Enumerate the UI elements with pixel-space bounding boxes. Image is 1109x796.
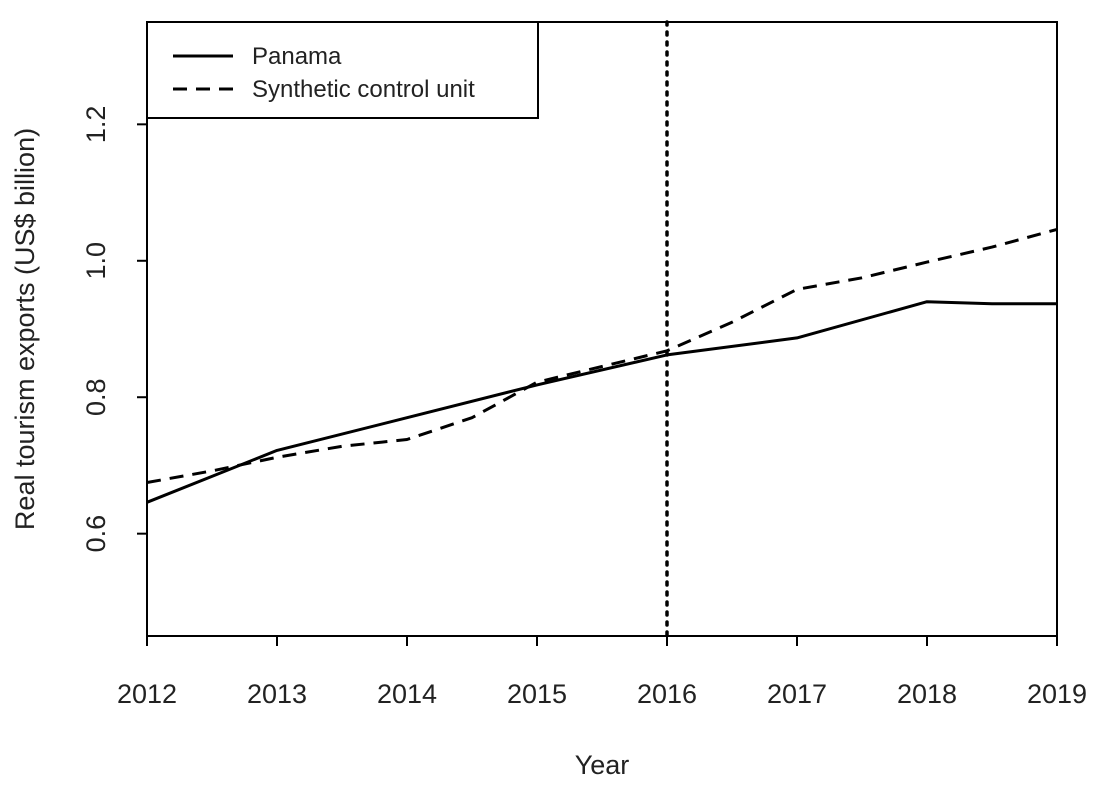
y-axis: 0.6 0.8 1.0 1.2 <box>81 106 147 553</box>
y-tick-label: 0.6 <box>81 515 111 553</box>
x-tick-label: 2014 <box>377 679 437 709</box>
x-tick-label: 2012 <box>117 679 177 709</box>
legend-label-synthetic: Synthetic control unit <box>252 76 475 103</box>
series-line-panama <box>146 300 1057 504</box>
legend-box <box>146 21 539 119</box>
series-lines <box>146 227 1058 504</box>
x-tick-label: 2017 <box>767 679 827 709</box>
x-tick-label: 2015 <box>507 679 567 709</box>
series-line-synthetic-control <box>146 227 1058 484</box>
y-tick-label: 1.0 <box>81 242 111 280</box>
legend-label-panama: Panama <box>252 43 342 70</box>
x-tick-label: 2019 <box>1027 679 1087 709</box>
x-tick-label: 2013 <box>247 679 307 709</box>
x-axis: 2012 2013 2014 2015 2016 2017 2018 2019 <box>117 636 1087 709</box>
plot-frame <box>146 21 1058 637</box>
y-tick-label: 1.2 <box>81 106 111 144</box>
x-tick-label: 2016 <box>637 679 697 709</box>
x-axis-title: Year <box>575 750 630 780</box>
legend: Panama Synthetic control unit <box>146 21 539 119</box>
y-tick-label: 0.8 <box>81 378 111 416</box>
y-axis-title: Real tourism exports (US$ billion) <box>10 128 40 530</box>
x-tick-label: 2018 <box>897 679 957 709</box>
